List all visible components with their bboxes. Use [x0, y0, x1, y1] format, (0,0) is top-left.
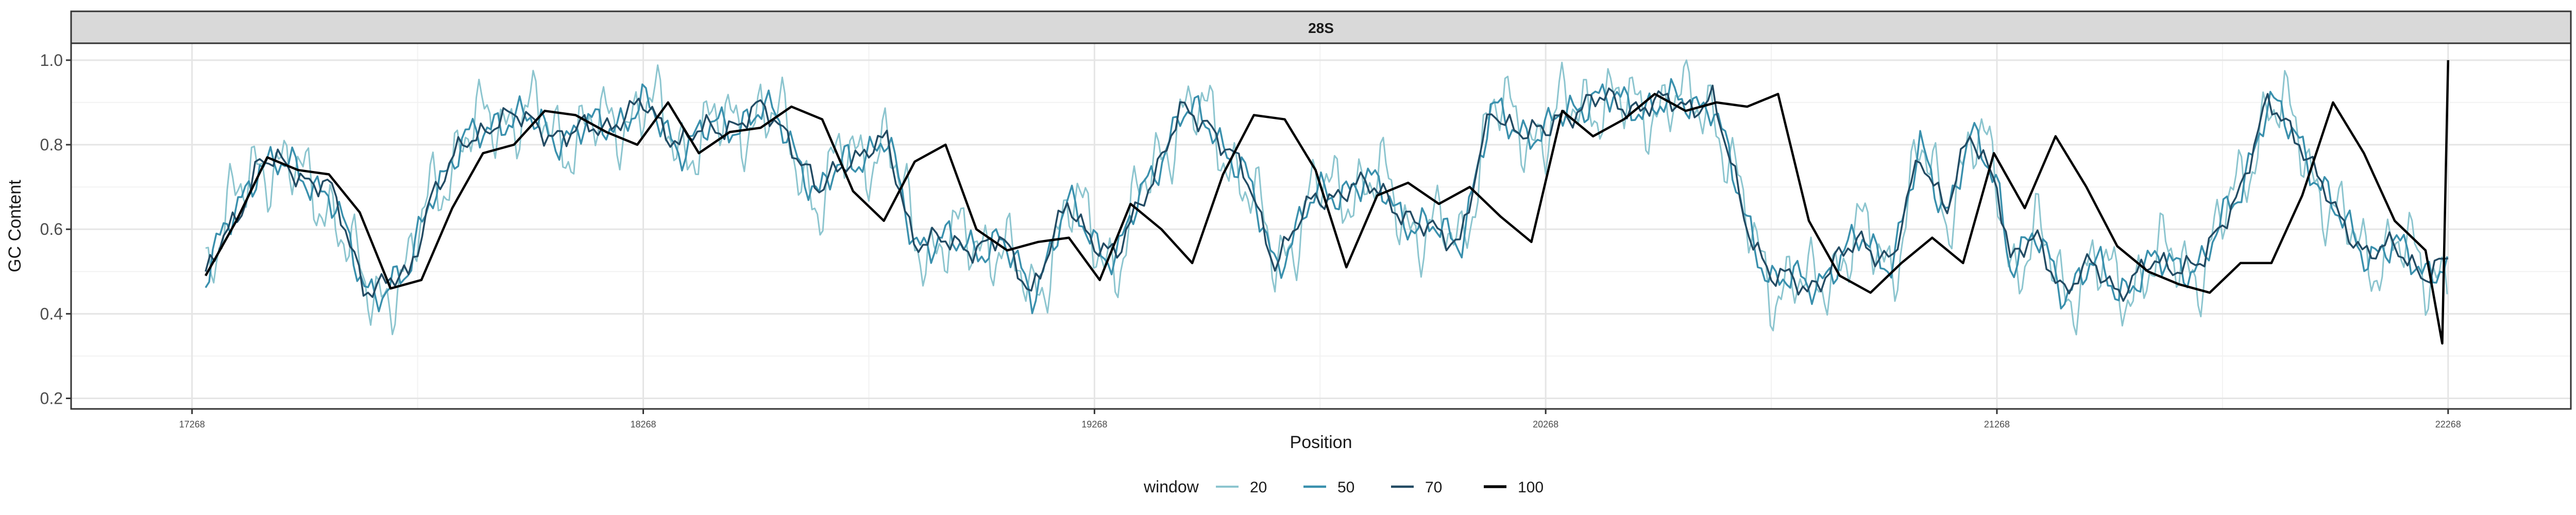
facet-strip: [70, 10, 2572, 44]
series-layer: [205, 59, 2450, 345]
legend: window 20 50 70 100: [1143, 477, 1544, 496]
x-tick-label: 20268: [1533, 419, 1558, 430]
x-tick-label: 18268: [630, 419, 656, 430]
facet-label: 28S: [1308, 20, 1334, 36]
legend-entries: 20 50 70 100: [1216, 479, 1544, 496]
y-axis: 0.2 0.4 0.6 0.8 1.0: [40, 51, 71, 407]
legend-title: window: [1143, 477, 1199, 496]
panel-border: [70, 42, 2572, 410]
legend-label-70: 70: [1425, 479, 1442, 496]
x-axis-title: Position: [1290, 433, 1352, 452]
legend-label-50: 50: [1337, 479, 1354, 496]
y-tick-label: 0.6: [40, 220, 63, 238]
y-tick-label: 0.4: [40, 304, 63, 323]
x-tick-label: 22268: [2435, 419, 2461, 430]
x-tick-label: 21268: [1984, 419, 2010, 430]
y-tick-label: 0.8: [40, 135, 63, 154]
legend-label-20: 20: [1250, 479, 1267, 496]
y-tick-label: 1.0: [40, 51, 63, 70]
legend-label-100: 100: [1518, 479, 1544, 496]
grid-major: [71, 43, 2571, 409]
plot-panel: [71, 43, 2571, 409]
x-tick-label: 17268: [179, 419, 205, 430]
series-line-100: [205, 60, 2450, 345]
x-tick-label: 19268: [1081, 419, 1107, 430]
x-axis: 17268 18268 19268 20268 21268 22268: [179, 409, 2461, 430]
series-line-50: [205, 78, 2448, 315]
series-line-70: [205, 84, 2448, 302]
y-axis-title: GC Content: [5, 180, 25, 272]
series-line-20: [205, 59, 2448, 336]
y-tick-label: 0.2: [40, 389, 63, 407]
